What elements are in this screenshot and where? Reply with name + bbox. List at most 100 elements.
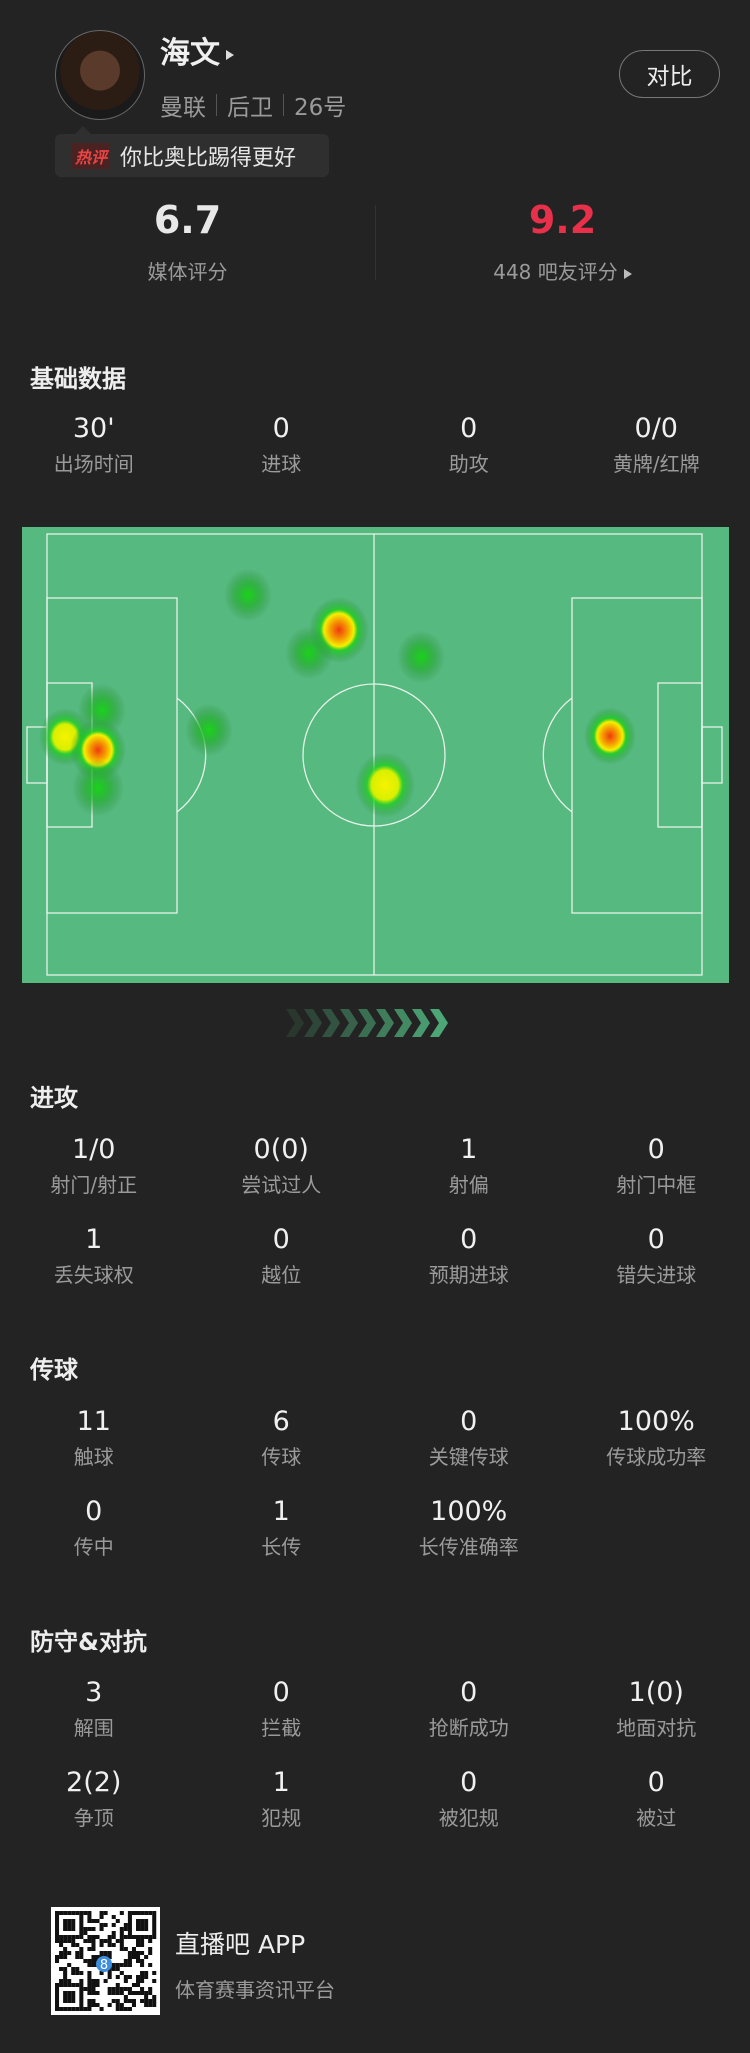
stat-item: 0 关键传球 xyxy=(375,1406,563,1470)
stat-row: 3 解围 0 拦截 0 抢断成功 1(0) 地面对抗 xyxy=(0,1677,750,1741)
stat-value: 0 xyxy=(272,413,290,444)
media-rating: 6.7 媒体评分 xyxy=(0,198,375,285)
stat-label: 黄牌/红牌 xyxy=(612,452,700,476)
chevron-right-icon xyxy=(304,1009,322,1037)
stat-label: 地面对抗 xyxy=(616,1716,697,1740)
stat-label: 抢断成功 xyxy=(428,1716,509,1740)
stat-row: 2(2) 争顶 1 犯规 0 被犯规 0 被过 xyxy=(0,1767,750,1831)
stat-item: 0 被犯规 xyxy=(375,1767,563,1831)
heatmap-pitch xyxy=(22,527,729,983)
stat-item: 1/0 射门/射正 xyxy=(0,1134,188,1198)
stat-label: 传球 xyxy=(261,1445,302,1469)
stat-item: 0 被过 xyxy=(563,1767,750,1831)
player-avatar[interactable] xyxy=(55,30,145,120)
chevron-right-icon xyxy=(394,1009,412,1037)
heatmap-spot xyxy=(224,568,272,622)
stat-label: 被过 xyxy=(636,1806,677,1830)
heatmap-spot xyxy=(584,707,636,765)
stat-item: 0 错失进球 xyxy=(563,1224,750,1288)
media-rating-value: 6.7 xyxy=(153,198,222,242)
caret-right-icon xyxy=(623,268,632,279)
section-title-defense: 防守&对抗 xyxy=(30,1628,147,1656)
chevron-right-icon xyxy=(412,1009,430,1037)
stat-value: 2(2) xyxy=(66,1767,122,1798)
stat-value: 0(0) xyxy=(253,1134,309,1165)
chevron-right-icon xyxy=(322,1009,340,1037)
heatmap-spot xyxy=(185,703,233,757)
stat-item: 6 传球 xyxy=(188,1406,376,1470)
stat-value: 30' xyxy=(72,413,115,444)
fan-rating[interactable]: 9.2 448 吧友评分 xyxy=(375,198,750,285)
stat-label: 触球 xyxy=(73,1445,114,1469)
stat-value: 11 xyxy=(76,1406,111,1437)
stat-row: 30' 出场时间 0 进球 0 助攻 0/0 黄牌/红牌 xyxy=(0,413,750,477)
stat-label: 射门中框 xyxy=(616,1173,697,1197)
stat-label: 射门/射正 xyxy=(50,1173,138,1197)
stat-label: 解围 xyxy=(73,1716,114,1740)
stat-item: 0 传中 xyxy=(0,1496,188,1560)
stat-item: 0 拦截 xyxy=(188,1677,376,1741)
stat-label: 争顶 xyxy=(73,1806,114,1830)
stat-item: 0 抢断成功 xyxy=(375,1677,563,1741)
stat-label: 传球成功率 xyxy=(606,1445,707,1469)
chevron-right-icon xyxy=(340,1009,358,1037)
stat-value: 1 xyxy=(460,1134,478,1165)
fan-rating-label-row: 448 吧友评分 xyxy=(375,256,750,285)
stat-item: 100% 长传准确率 xyxy=(375,1496,563,1560)
media-rating-label: 媒体评分 xyxy=(147,260,228,284)
right-goal xyxy=(701,726,723,784)
stat-value: 0 xyxy=(460,1224,478,1255)
qr-logo-icon xyxy=(96,1956,112,1972)
compare-button[interactable]: 对比 xyxy=(619,50,720,98)
stat-item: 0 进球 xyxy=(188,413,376,477)
stat-item: 2(2) 争顶 xyxy=(0,1767,188,1831)
stat-value: 0 xyxy=(460,1767,478,1798)
stat-value: 100% xyxy=(430,1496,508,1527)
stat-value: 0 xyxy=(647,1134,665,1165)
heatmap-spot xyxy=(285,626,333,680)
player-team: 曼联 xyxy=(160,95,206,121)
stat-value: 1/0 xyxy=(72,1134,116,1165)
stat-label: 出场时间 xyxy=(53,452,134,476)
player-position: 后卫 xyxy=(227,95,273,121)
stat-item: 0 越位 xyxy=(188,1224,376,1288)
stat-value: 1 xyxy=(85,1224,103,1255)
hot-comment[interactable]: 热评 你比奥比踢得更好 xyxy=(55,126,329,177)
stat-value: 0/0 xyxy=(634,413,678,444)
fan-rating-value: 9.2 xyxy=(528,198,597,242)
stat-label: 错失进球 xyxy=(616,1263,697,1287)
stat-item: 0 射门中框 xyxy=(563,1134,750,1198)
stat-value: 3 xyxy=(85,1677,103,1708)
stat-label: 尝试过人 xyxy=(241,1173,322,1197)
stat-row: 1 丢失球权 0 越位 0 预期进球 0 错失进球 xyxy=(0,1224,750,1288)
heatmap-spot xyxy=(397,630,445,684)
stat-row: 0 传中 1 长传 100% 长传准确率 xyxy=(0,1496,750,1560)
hot-comment-tag: 热评 xyxy=(72,142,111,169)
stat-item: 0 预期进球 xyxy=(375,1224,563,1288)
attack-direction-arrows xyxy=(286,1009,448,1037)
stat-value: 0 xyxy=(460,413,478,444)
center-circle xyxy=(302,683,446,827)
stat-label: 拦截 xyxy=(261,1716,302,1740)
player-meta: 曼联 后卫 26号 xyxy=(160,88,346,122)
stat-label: 进球 xyxy=(261,452,302,476)
stat-label: 关键传球 xyxy=(428,1445,509,1469)
section-title-basic: 基础数据 xyxy=(30,365,126,393)
stat-value: 1 xyxy=(272,1767,290,1798)
qr-code: 8 xyxy=(51,1907,160,2015)
player-name-link[interactable]: 海文 xyxy=(160,28,234,72)
chevron-right-icon xyxy=(286,1009,304,1037)
stat-label: 丢失球权 xyxy=(53,1263,134,1287)
chevron-right-icon xyxy=(358,1009,376,1037)
chevron-right-icon xyxy=(430,1009,448,1037)
stat-label: 长传 xyxy=(261,1535,302,1559)
stat-value: 6 xyxy=(272,1406,290,1437)
stat-label: 长传准确率 xyxy=(418,1535,519,1559)
stat-item: 1 丢失球权 xyxy=(0,1224,188,1288)
stat-item: 3 解围 xyxy=(0,1677,188,1741)
stat-item: 11 触球 xyxy=(0,1406,188,1470)
stat-row: 1/0 射门/射正 0(0) 尝试过人 1 射偏 0 射门中框 xyxy=(0,1134,750,1198)
stat-row: 11 触球 6 传球 0 关键传球 100% 传球成功率 xyxy=(0,1406,750,1470)
stat-item: 1(0) 地面对抗 xyxy=(563,1677,750,1741)
stat-value: 0 xyxy=(272,1677,290,1708)
